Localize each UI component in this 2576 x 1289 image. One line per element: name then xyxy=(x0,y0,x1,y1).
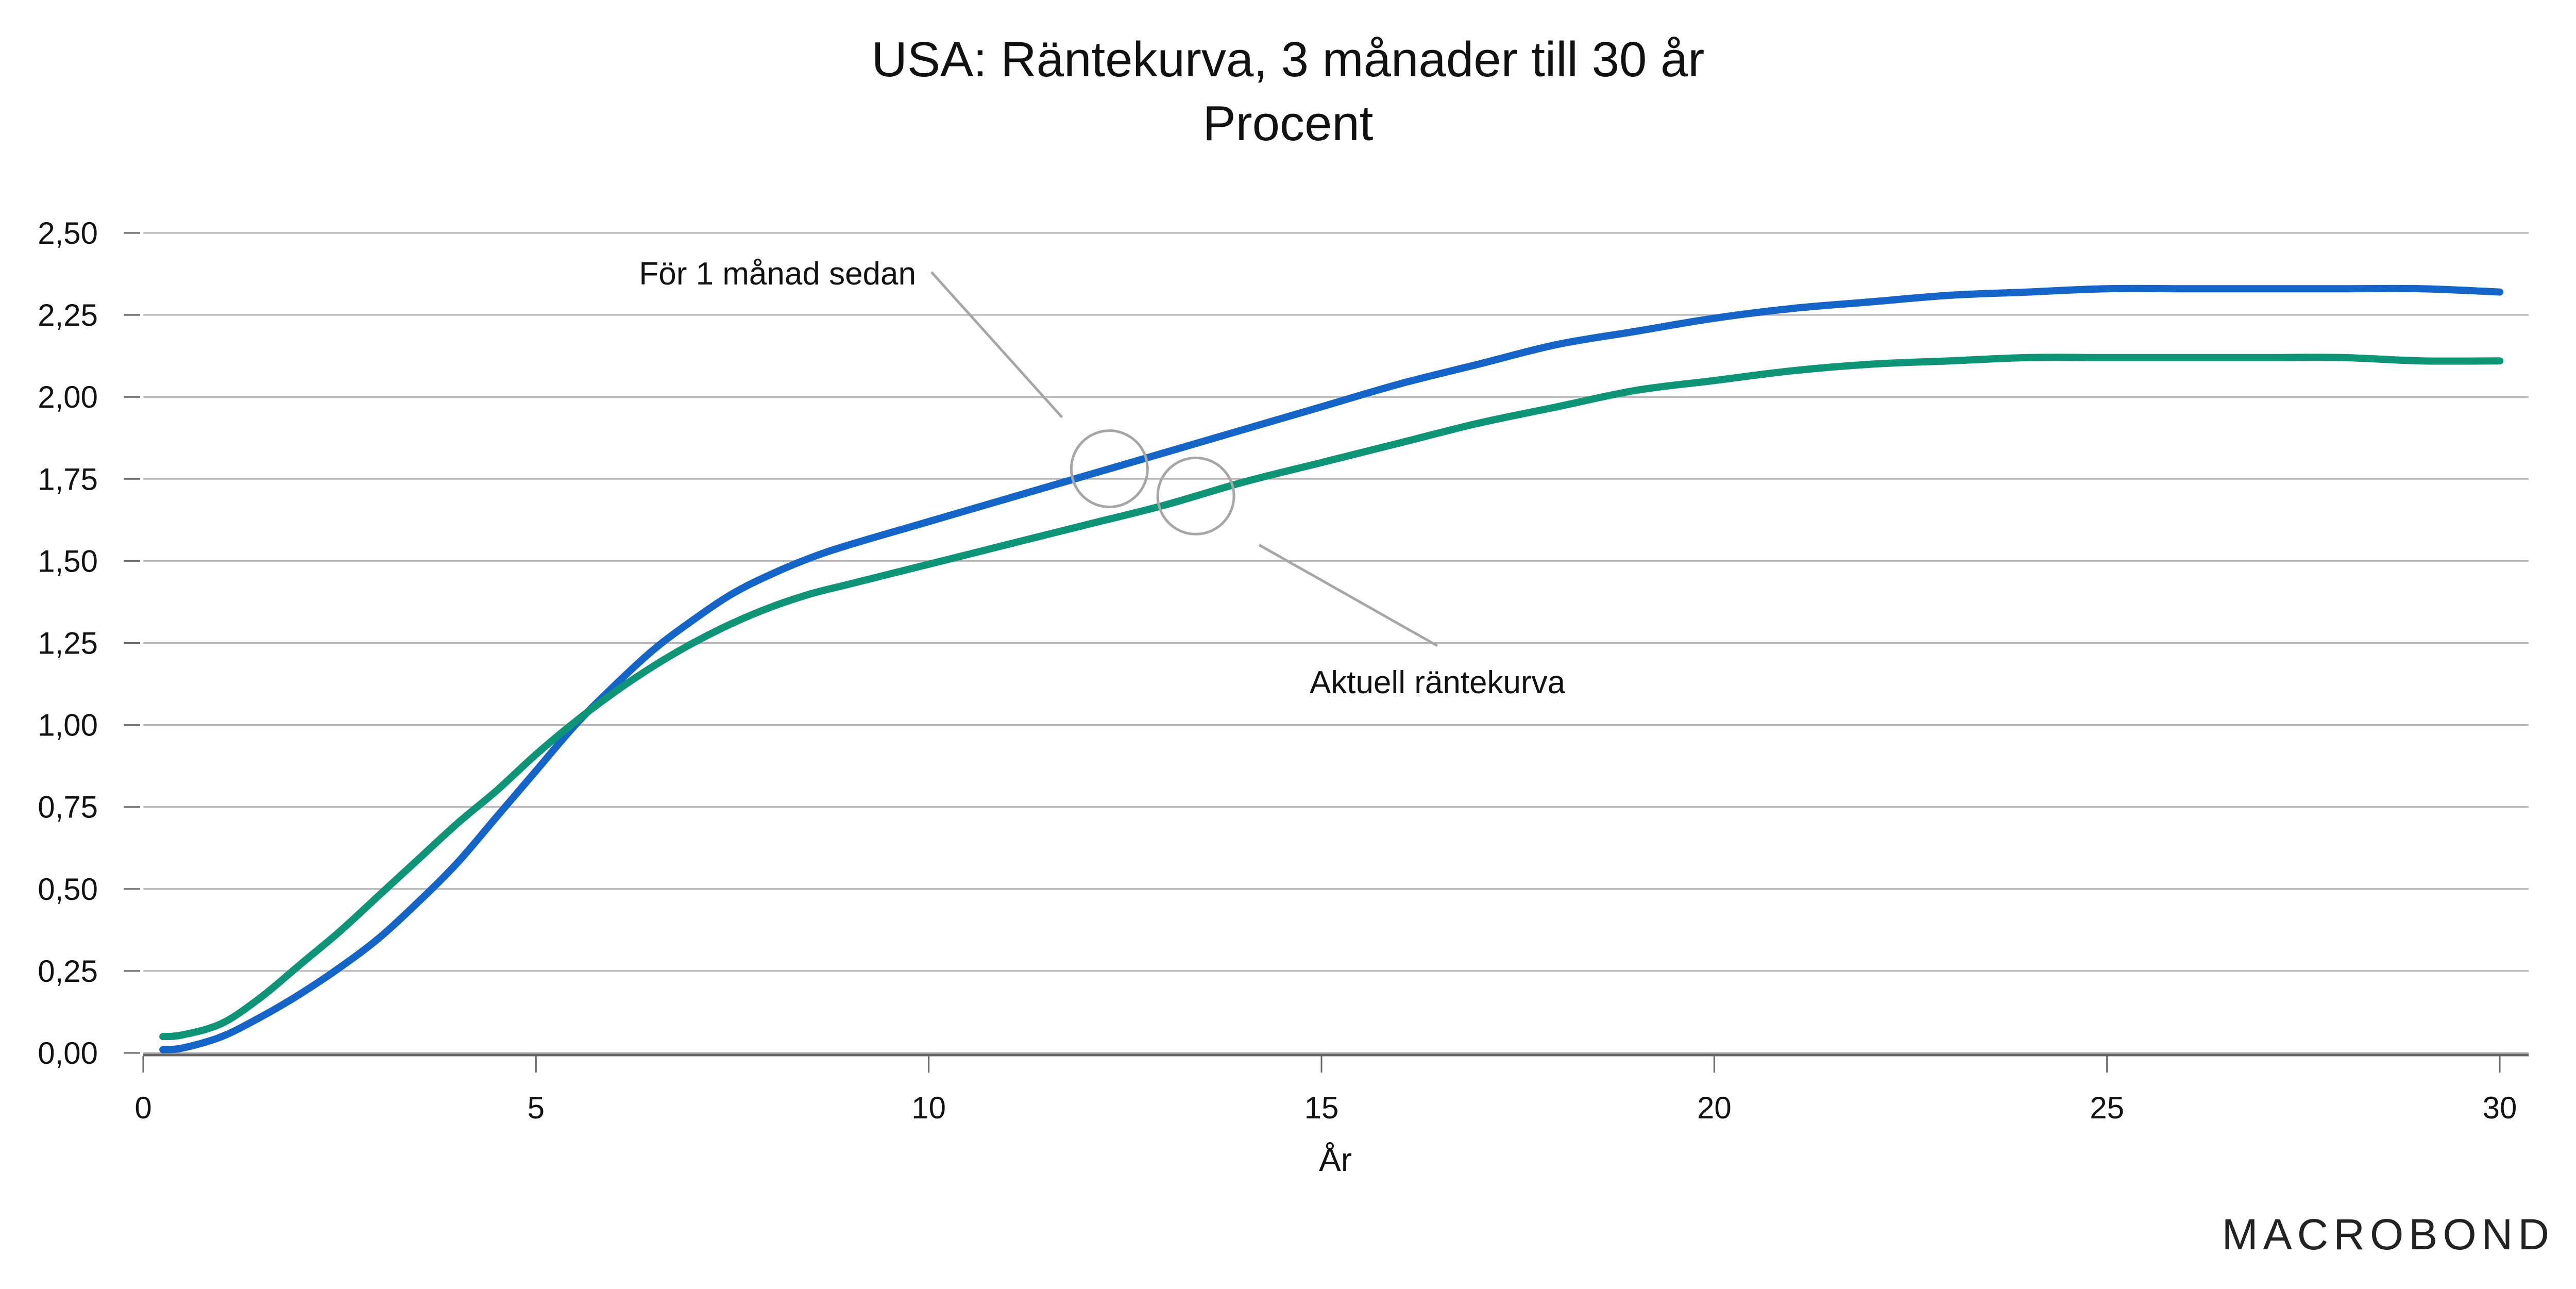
x-tick-label: 15 xyxy=(1304,1091,1339,1125)
macrobond-logo: MACROBOND xyxy=(2222,1210,2554,1259)
annotation-label: Aktuell räntekurva xyxy=(1310,665,1566,700)
chart-title: USA: Räntekurva, 3 månader till 30 år xyxy=(872,32,1705,87)
y-tick-label: 2,50 xyxy=(38,216,98,250)
x-tick-label: 20 xyxy=(1697,1091,1732,1125)
series-line-2 xyxy=(159,354,2503,1041)
x-tick-label: 5 xyxy=(528,1091,545,1125)
x-axis-ticks: 0 5 10 15 20 25 30 xyxy=(134,1056,2517,1125)
y-tick-label: 2,25 xyxy=(38,298,98,332)
y-tick-label: 0,00 xyxy=(38,1036,98,1070)
annotation-circle xyxy=(1156,456,1235,535)
y-axis-ticks: 0,00 0,25 0,50 0,75 1,00 1,25 1,50 1,75 2,00 2,25… xyxy=(38,216,140,1070)
chart-subtitle: Procent xyxy=(1203,96,1374,151)
y-tick-label: 0,25 xyxy=(38,954,98,989)
y-tick-label: 2,00 xyxy=(38,380,98,414)
x-tick-label: 25 xyxy=(2090,1091,2124,1125)
y-tick-label: 1,00 xyxy=(38,708,98,743)
series-lines xyxy=(159,284,2503,1053)
x-tick-label: 0 xyxy=(134,1091,151,1125)
annotation-label: För 1 månad sedan xyxy=(639,256,916,292)
annotations: För 1 månad sedan Aktuell räntekurva xyxy=(639,256,1565,700)
annotation-leader xyxy=(1258,544,1438,647)
annotation-leader xyxy=(930,271,1063,418)
series-line-1 xyxy=(159,284,2503,1053)
grid-lines xyxy=(143,232,2529,1054)
y-tick-label: 1,75 xyxy=(38,462,98,496)
annotation-circle xyxy=(1070,429,1149,509)
x-axis-label: År xyxy=(1319,1141,1352,1178)
x-tick-label: 10 xyxy=(911,1091,946,1125)
brand-label: MACROBOND xyxy=(2222,1210,2554,1259)
y-tick-label: 1,50 xyxy=(38,544,98,578)
y-tick-label: 0,75 xyxy=(38,790,98,825)
y-tick-label: 1,25 xyxy=(38,626,98,661)
x-tick-label: 30 xyxy=(2483,1091,2517,1125)
y-tick-label: 0,50 xyxy=(38,872,98,907)
